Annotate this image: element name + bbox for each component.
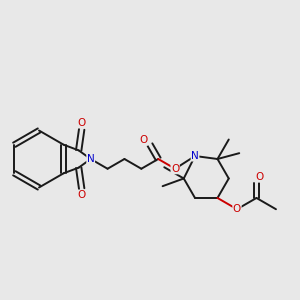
Text: O: O xyxy=(139,135,148,145)
Text: N: N xyxy=(87,154,94,164)
Text: O: O xyxy=(78,118,86,128)
Text: O: O xyxy=(233,204,241,214)
Text: O: O xyxy=(78,190,86,200)
Text: O: O xyxy=(171,164,179,174)
Text: O: O xyxy=(255,172,264,182)
Text: N: N xyxy=(191,151,199,161)
